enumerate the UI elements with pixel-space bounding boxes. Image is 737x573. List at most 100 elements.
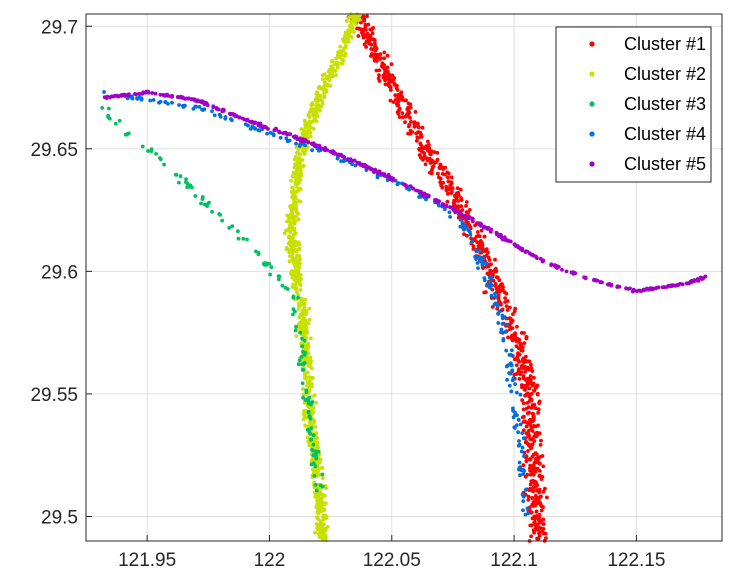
legend-label: Cluster #2: [624, 64, 706, 84]
data-point: [505, 377, 509, 382]
data-point: [468, 232, 473, 237]
data-point: [231, 113, 236, 117]
data-point: [593, 278, 598, 282]
data-point: [315, 440, 319, 445]
data-point: [396, 93, 400, 98]
data-point: [404, 98, 408, 103]
data-point: [396, 103, 401, 107]
data-point: [508, 305, 512, 310]
data-point: [512, 372, 517, 377]
data-point: [314, 449, 319, 454]
data-point: [322, 72, 327, 77]
data-point: [357, 17, 362, 22]
data-point: [511, 409, 515, 413]
data-point: [274, 127, 279, 132]
data-point: [508, 371, 513, 376]
data-point: [504, 291, 509, 296]
data-point: [407, 123, 412, 127]
data-point: [303, 297, 308, 302]
data-point: [509, 348, 514, 353]
data-point: [117, 118, 122, 123]
data-point: [539, 477, 544, 481]
data-point: [301, 392, 306, 397]
data-points: [100, 12, 708, 543]
data-point: [372, 52, 377, 57]
data-point: [534, 509, 539, 514]
data-point: [434, 198, 439, 203]
data-point: [485, 271, 490, 276]
data-point: [295, 151, 299, 155]
data-point: [517, 439, 521, 443]
data-point: [282, 231, 287, 236]
data-point: [371, 37, 376, 42]
data-point: [311, 126, 316, 131]
data-point: [292, 134, 297, 139]
data-point: [516, 430, 520, 435]
data-point: [300, 381, 305, 386]
data-point: [506, 335, 510, 340]
data-point: [302, 142, 306, 147]
data-point: [458, 217, 463, 222]
data-point: [181, 95, 185, 100]
data-point: [533, 520, 537, 525]
data-point: [188, 183, 193, 188]
data-point: [230, 118, 234, 123]
data-point: [320, 466, 325, 470]
data-point: [315, 94, 320, 99]
data-point: [294, 161, 299, 166]
data-point: [527, 433, 532, 438]
data-point: [323, 501, 328, 506]
data-point: [522, 454, 526, 459]
data-point: [393, 93, 398, 98]
data-point: [564, 269, 569, 274]
data-point: [560, 267, 564, 272]
data-point: [507, 383, 512, 388]
data-point: [322, 493, 327, 498]
data-point: [533, 451, 538, 456]
data-point: [214, 107, 219, 111]
data-point: [521, 401, 526, 406]
data-point: [307, 380, 311, 384]
data-point: [499, 330, 503, 335]
data-point: [528, 457, 532, 461]
data-point: [102, 90, 106, 94]
data-point: [445, 199, 450, 204]
data-point: [422, 191, 427, 196]
data-point: [377, 68, 382, 73]
data-point: [493, 257, 497, 262]
data-point: [291, 242, 296, 247]
data-point: [513, 426, 517, 430]
data-point: [524, 354, 528, 359]
data-point: [163, 100, 168, 104]
data-point: [490, 287, 495, 292]
data-point: [218, 113, 222, 117]
data-point: [535, 466, 540, 471]
data-point: [518, 473, 522, 478]
data-point: [533, 431, 538, 436]
data-point: [289, 178, 293, 183]
data-point: [520, 431, 525, 435]
data-point: [464, 204, 468, 208]
data-point: [311, 442, 316, 447]
x-axis-ticks: 121.95 122 122.05 122.1 122.15: [118, 535, 665, 571]
data-point: [531, 417, 536, 421]
data-point: [114, 93, 119, 98]
data-point: [524, 431, 529, 435]
data-point: [448, 205, 453, 210]
data-point: [530, 383, 535, 388]
data-point: [296, 322, 301, 327]
data-point: [293, 203, 297, 208]
data-point: [513, 382, 517, 386]
data-point: [532, 461, 537, 465]
data-point: [541, 258, 546, 263]
data-point: [414, 188, 418, 193]
data-point: [496, 321, 501, 325]
data-point: [162, 162, 167, 167]
data-point: [494, 230, 499, 235]
data-point: [505, 299, 510, 303]
data-point: [148, 98, 153, 103]
data-point: [307, 443, 312, 447]
data-point: [453, 208, 458, 213]
data-point: [289, 269, 294, 273]
data-point: [541, 526, 546, 531]
